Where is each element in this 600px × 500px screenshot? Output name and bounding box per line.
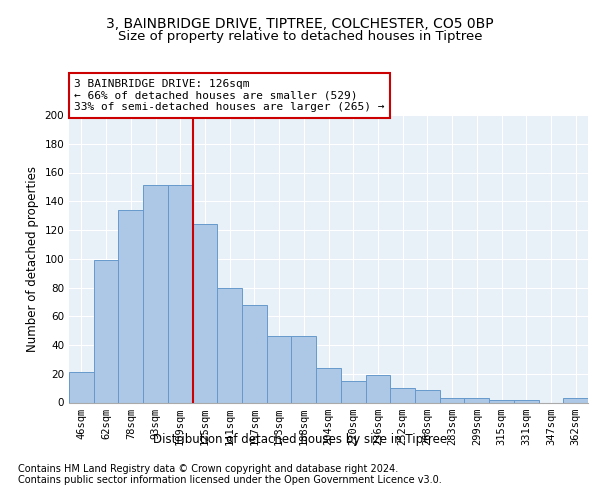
Bar [390,388,415,402]
Bar [168,186,193,402]
Bar [69,372,94,402]
Text: Distribution of detached houses by size in Tiptree: Distribution of detached houses by size … [153,432,447,446]
Bar [563,398,588,402]
Bar [341,381,365,402]
Text: Size of property relative to detached houses in Tiptree: Size of property relative to detached ho… [118,30,482,43]
Text: Contains public sector information licensed under the Open Government Licence v3: Contains public sector information licen… [18,475,442,485]
Bar [217,288,242,403]
Bar [242,304,267,402]
Bar [514,400,539,402]
Bar [316,368,341,402]
Y-axis label: Number of detached properties: Number of detached properties [26,166,39,352]
Bar [94,260,118,402]
Bar [440,398,464,402]
Bar [292,336,316,402]
Bar [489,400,514,402]
Text: 3 BAINBRIDGE DRIVE: 126sqm
← 66% of detached houses are smaller (529)
33% of sem: 3 BAINBRIDGE DRIVE: 126sqm ← 66% of deta… [74,79,385,112]
Bar [267,336,292,402]
Bar [415,390,440,402]
Text: 3, BAINBRIDGE DRIVE, TIPTREE, COLCHESTER, CO5 0BP: 3, BAINBRIDGE DRIVE, TIPTREE, COLCHESTER… [106,18,494,32]
Bar [118,210,143,402]
Text: Contains HM Land Registry data © Crown copyright and database right 2024.: Contains HM Land Registry data © Crown c… [18,464,398,474]
Bar [464,398,489,402]
Bar [365,375,390,402]
Bar [143,186,168,402]
Bar [193,224,217,402]
